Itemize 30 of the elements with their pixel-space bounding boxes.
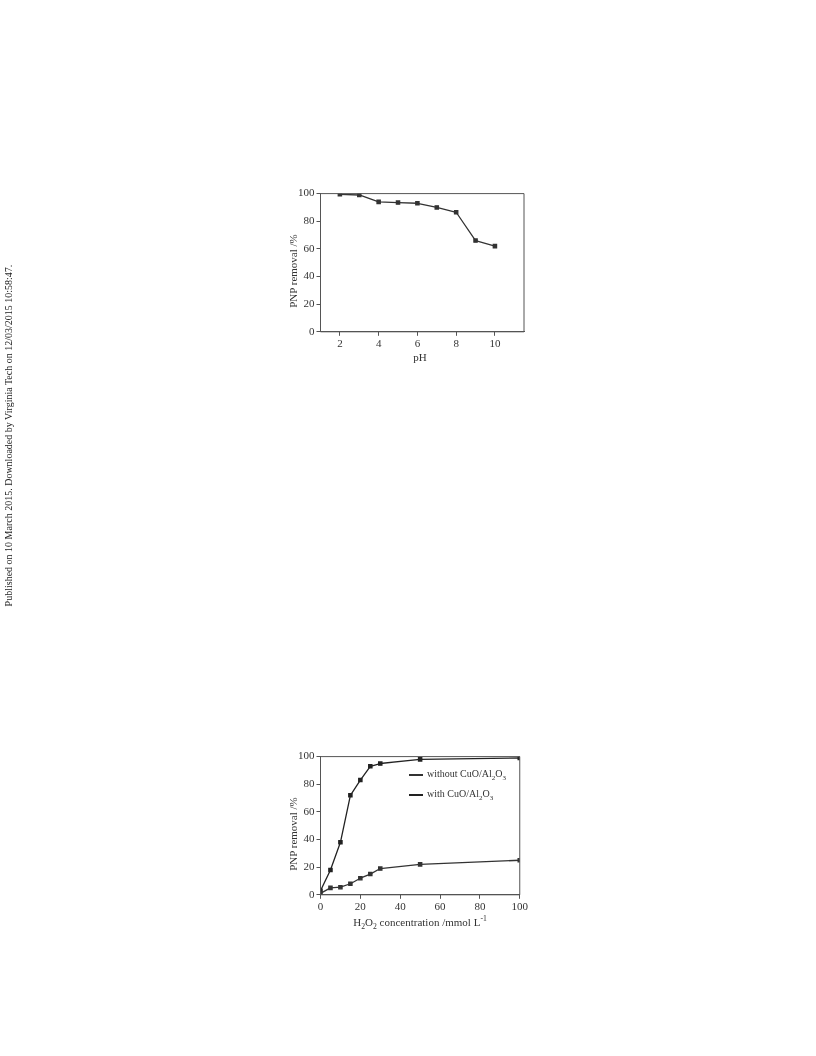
x-tick-label: 0 [317,900,324,913]
x-tick-label: 10 [489,337,501,350]
x-tick-label: 6 [414,337,421,350]
x-tick-label: 80 [474,900,486,913]
y-axis-title: PNP removal /% [287,233,299,310]
y-tick-label: 0 [309,324,315,337]
x-tick-label: 40 [394,900,407,913]
y-tick-label: 60 [303,804,315,817]
y-tick-label: 60 [303,241,315,254]
y-axis-title: PNP removal /% [287,796,299,873]
y-tick-label: 100 [298,749,315,762]
y-tick-label: 20 [303,297,315,310]
y-tick-label: 40 [303,832,315,845]
y-tick-label: 0 [309,887,315,900]
legend-label: without CuO/Al$_{2}$O$_{3}$ [427,768,506,782]
y-tick-label: 20 [303,860,315,873]
x-tick-label: 8 [453,337,460,350]
x-tick-label: 2 [337,337,343,350]
y-tick-label: 80 [303,214,315,227]
x-axis-title: H$_{2}$O$_{2}$ concentration /mmol L$^{-1}$ [352,914,488,931]
text: Published on 10 March 2015. Downloaded by Virginia Tech on 12/03/2015 10:58:47. [2,263,14,609]
x-tick-label: 4 [375,337,382,350]
y-tick-label: 100 [298,186,315,199]
y-tick-label: 40 [303,269,315,282]
x-tick-label: 20 [354,900,367,913]
x-tick-label: 100 [511,900,529,913]
y-tick-label: 80 [303,777,315,790]
legend-label: with CuO/Al$_{2}$O$_{3}$ [427,788,494,802]
x-axis-title: pH [412,351,428,363]
x-tick-label: 60 [434,900,447,913]
